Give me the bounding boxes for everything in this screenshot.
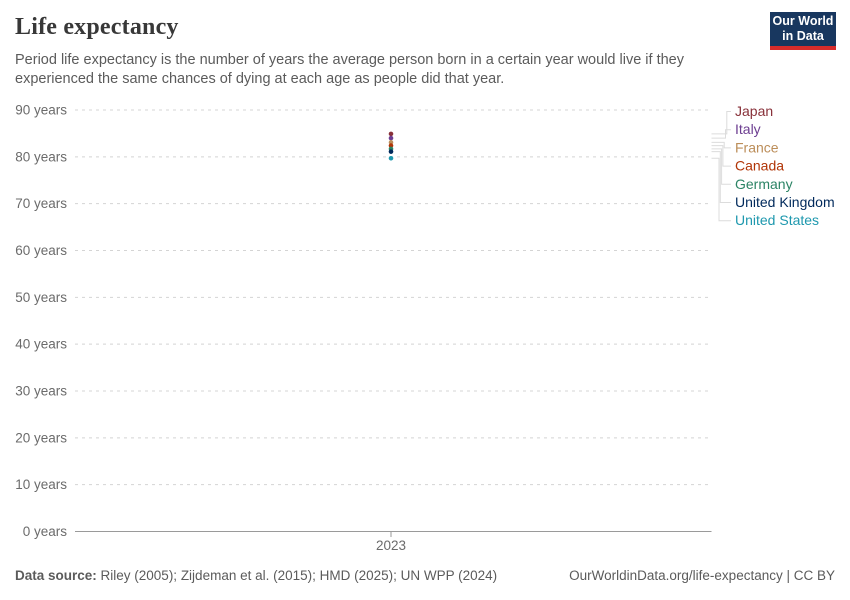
data-point <box>388 155 394 161</box>
page-title: Life expectancy <box>15 14 179 40</box>
legend-label[interactable]: Canada <box>735 158 784 174</box>
data-point <box>388 149 394 154</box>
footer-datasource: Data source: Riley (2005); Zijdeman et a… <box>15 568 497 583</box>
y-tick-label: 60 years <box>15 243 67 258</box>
owid-logo-line1: Our World <box>772 14 834 29</box>
y-tick-label: 90 years <box>15 103 67 118</box>
data-point <box>388 135 394 141</box>
data-point <box>388 131 394 137</box>
datasource-label: Data source: <box>15 568 97 583</box>
legend-label[interactable]: United Kingdom <box>735 194 835 210</box>
y-tick-label: 80 years <box>15 149 67 164</box>
legend-label[interactable]: Germany <box>735 176 793 192</box>
legend-label[interactable]: Italy <box>735 121 761 137</box>
y-tick-label: 70 years <box>15 196 67 211</box>
legend-label[interactable]: Japan <box>735 103 773 119</box>
data-point <box>388 143 394 148</box>
legend-connector <box>711 148 731 185</box>
x-tick-label: 2023 <box>376 538 406 553</box>
y-tick-label: 20 years <box>15 430 67 445</box>
owid-logo[interactable]: Our World in Data <box>770 12 836 50</box>
legend-label[interactable]: France <box>735 139 779 155</box>
chart-header: Life expectancy Period life expectancy i… <box>15 14 755 89</box>
legend-connector <box>711 151 731 203</box>
chart-footer: Data source: Riley (2005); Zijdeman et a… <box>15 568 835 583</box>
legend-label[interactable]: United States <box>735 212 819 228</box>
y-tick-label: 50 years <box>15 290 67 305</box>
legend-connector <box>711 157 731 222</box>
y-tick-label: 10 years <box>15 477 67 492</box>
data-point <box>388 140 394 145</box>
legend-connector <box>711 129 731 139</box>
y-tick-label: 40 years <box>15 337 67 352</box>
owid-logo-line2: in Data <box>782 29 824 43</box>
footer-attribution[interactable]: OurWorldinData.org/life-expectancy | CC … <box>569 568 835 583</box>
datasource-text: Riley (2005); Zijdeman et al. (2015); HM… <box>96 568 498 583</box>
y-tick-label: 0 years <box>23 524 68 539</box>
legend-connector <box>711 145 731 167</box>
chart-subtitle: Period life expectancy is the number of … <box>15 52 684 88</box>
legend-connector <box>711 141 731 149</box>
legend-connector <box>711 111 731 135</box>
y-tick-label: 30 years <box>15 384 67 399</box>
